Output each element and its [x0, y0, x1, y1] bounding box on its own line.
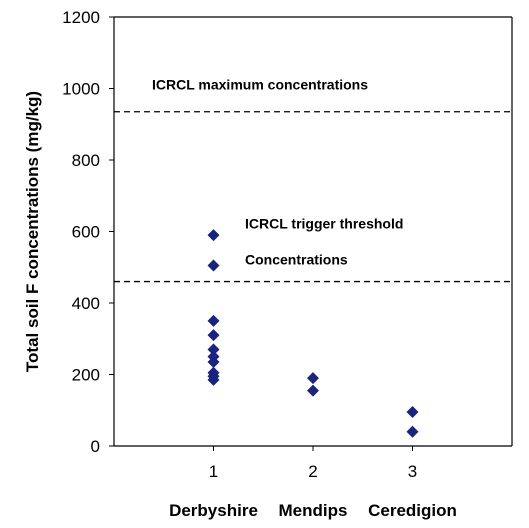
category-labels: Derbyshire Mendips Ceredigion: [169, 501, 457, 520]
x-tick-label: 1: [209, 462, 218, 481]
y-tick-label: 600: [72, 223, 100, 242]
data-point: [406, 406, 419, 419]
y-tick-label: 0: [91, 437, 100, 456]
y-tick-label: 1000: [62, 80, 100, 99]
data-point: [207, 343, 220, 356]
y-tick-label: 1200: [62, 8, 100, 27]
category-label: Mendips: [279, 501, 348, 520]
category-label: Ceredigion: [368, 501, 457, 520]
data-point: [207, 329, 220, 342]
annotation-trigger-2: Concentrations: [245, 252, 348, 268]
x-tick-label: 3: [408, 462, 417, 481]
y-axis-ticks: 0 200 400 600 800 1000 1200: [62, 8, 114, 456]
y-axis-label: Total soil F concentrations (mg/kg): [23, 91, 42, 372]
reference-lines: ICRCL maximum concentrations ICRCL trigge…: [114, 77, 512, 283]
category-label: Derbyshire: [169, 501, 258, 520]
x-axis-ticks: 1 2 3: [209, 446, 417, 481]
data-point: [207, 355, 220, 368]
annotation-trigger: ICRCL trigger threshold: [245, 216, 403, 232]
x-tick-label: 2: [308, 462, 317, 481]
data-point: [207, 314, 220, 327]
data-point: [307, 372, 319, 385]
y-tick-label: 400: [72, 294, 100, 313]
data-point: [207, 259, 220, 272]
data-point: [307, 384, 319, 397]
data-points: [207, 229, 419, 438]
annotation-max: ICRCL maximum concentrations: [152, 77, 368, 93]
data-point: [406, 425, 419, 438]
y-tick-label: 800: [72, 151, 100, 170]
data-point: [207, 229, 220, 242]
data-point: [207, 373, 220, 386]
y-tick-label: 200: [72, 366, 100, 385]
